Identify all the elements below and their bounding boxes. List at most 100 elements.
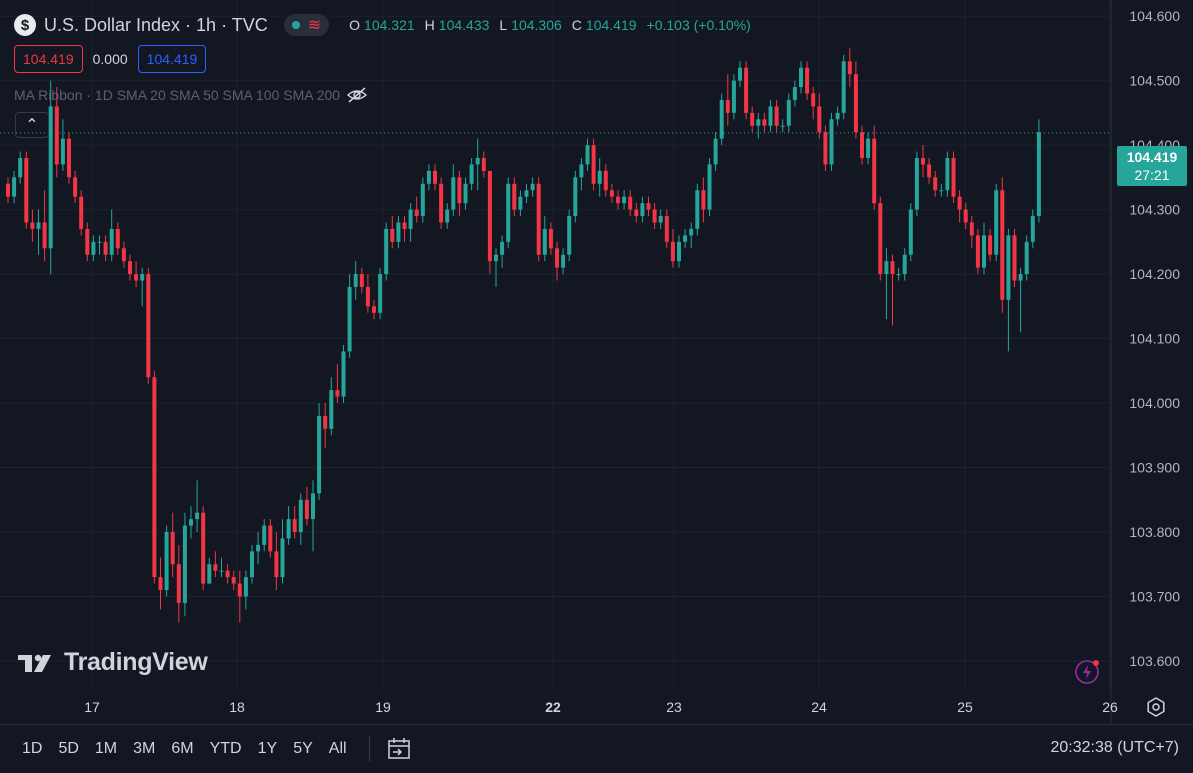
candle-body — [774, 106, 779, 126]
candle-body — [91, 241, 96, 255]
candle-body — [304, 499, 309, 520]
candle-body — [536, 183, 541, 255]
symbol-title[interactable]: U.S. Dollar Index · 1h · TVC — [44, 14, 268, 35]
price-tick-label: 104.600 — [1129, 8, 1180, 24]
wave-icon: ≋ — [307, 17, 322, 34]
bottom-toolbar: 1D 5D 1M 3M 6M YTD 1Y 5Y All 20:32:38 (U… — [0, 724, 1193, 773]
candle-body — [12, 177, 17, 197]
timeframe-1d[interactable]: 1D — [22, 740, 43, 757]
candle-body — [847, 61, 852, 75]
candle-body — [109, 228, 114, 255]
candle-body — [829, 119, 834, 165]
candle-body — [73, 177, 78, 197]
candle-body — [792, 87, 797, 100]
candle-body — [298, 499, 303, 533]
candle-body — [268, 525, 273, 552]
candle-body — [658, 216, 663, 223]
candle-body — [439, 183, 444, 223]
bar-countdown: 27:21 — [1134, 167, 1170, 183]
candle-body — [1030, 216, 1035, 242]
candle-body — [561, 254, 566, 268]
candle-body — [664, 216, 669, 242]
candle-body — [860, 132, 864, 158]
candle-body — [786, 99, 791, 126]
buy-button[interactable]: 104.419 — [137, 45, 207, 73]
candle-body — [189, 519, 193, 526]
candle-body — [256, 544, 261, 552]
candle-body — [329, 390, 334, 429]
timeframe-5d[interactable]: 5D — [58, 740, 79, 757]
candle-body — [524, 190, 529, 197]
candle-body — [36, 222, 41, 229]
time-tick-label: 24 — [811, 699, 827, 715]
time-axis[interactable]: 17 18 19 22 23 24 25 26 — [84, 699, 1118, 715]
candle-body — [768, 106, 773, 126]
candle-body — [207, 564, 212, 584]
ohlc-change: +0.103 (+0.10%) — [646, 17, 751, 33]
timeframe-all[interactable]: All — [328, 740, 347, 757]
candle-body — [677, 241, 681, 262]
sell-button[interactable]: 104.419 — [14, 45, 83, 73]
candle-body — [103, 241, 108, 255]
candle-body — [128, 261, 132, 275]
candle-body — [219, 570, 224, 572]
timezone-clock[interactable]: 20:32:38 (UTC+7) — [1050, 739, 1179, 756]
timeframe-5y[interactable]: 5Y — [293, 740, 313, 757]
candle-body — [372, 306, 376, 313]
candle-body — [866, 138, 871, 158]
candle-body — [634, 209, 639, 217]
go-to-date-calendar-icon[interactable] — [386, 737, 412, 761]
candle-body — [841, 61, 846, 113]
timeframe-1y[interactable]: 1Y — [257, 740, 278, 757]
candle-body — [500, 241, 505, 255]
ohlc-values: O 104.321 H 104.433 L 104.306 C 104.419 +0.1… — [349, 17, 757, 33]
candle-body — [945, 157, 950, 191]
candle-body — [170, 532, 175, 565]
ohlc-open-key: O — [349, 17, 361, 33]
chart-header: $ U.S. Dollar Index · 1h · TVC ≋ O 104.32… — [14, 12, 757, 38]
candle-body — [1036, 132, 1041, 217]
market-open-dot-icon — [291, 21, 300, 29]
toolbar-divider — [368, 736, 370, 762]
candle-body — [548, 228, 553, 249]
candle-body — [152, 377, 157, 578]
price-tick-label: 104.500 — [1129, 73, 1180, 89]
candle-body — [628, 196, 633, 210]
settings-gear-icon[interactable] — [1146, 697, 1166, 717]
candle-body — [146, 274, 151, 378]
candle-body — [853, 74, 858, 133]
candle-body — [896, 274, 901, 276]
candle-body — [408, 209, 413, 229]
candle-body — [585, 145, 590, 165]
time-tick-label: 17 — [84, 699, 100, 715]
timeframe-1m[interactable]: 1M — [94, 740, 118, 757]
candle-body — [689, 228, 694, 236]
time-tick-label: 18 — [229, 699, 245, 715]
eye-hidden-icon[interactable] — [346, 86, 368, 104]
price-axis[interactable]: 103.600 103.700 103.800 103.900 104.000 104.1… — [1129, 8, 1180, 669]
collapse-legend-button[interactable]: ⌃ — [15, 112, 49, 138]
candle-body — [725, 99, 730, 113]
timeframe-3m[interactable]: 3M — [133, 740, 156, 757]
indicator-legend[interactable]: MA Ribbon · 1D SMA 20 SMA 50 SMA 100 SMA… — [14, 86, 368, 104]
candle-body — [603, 170, 608, 191]
candle-body — [933, 177, 938, 191]
candle-body — [811, 93, 816, 107]
lightning-icon[interactable] — [1074, 659, 1100, 685]
timeframe-6m[interactable]: 6M — [171, 740, 194, 757]
ohlc-open-value: 104.321 — [364, 17, 415, 33]
candle-body — [744, 67, 749, 113]
market-status-pill[interactable]: ≋ — [283, 14, 330, 36]
candle-body — [701, 190, 706, 210]
candle-body — [1012, 235, 1017, 281]
candle-body — [182, 525, 187, 603]
candle-body — [762, 119, 767, 126]
candle-body — [506, 183, 511, 242]
price-tick-label: 103.900 — [1129, 460, 1180, 476]
timeframe-ytd[interactable]: YTD — [209, 740, 242, 757]
candle-body — [475, 157, 480, 165]
candle-body — [262, 525, 267, 545]
candle-body — [54, 106, 59, 165]
candle-body — [872, 138, 877, 204]
